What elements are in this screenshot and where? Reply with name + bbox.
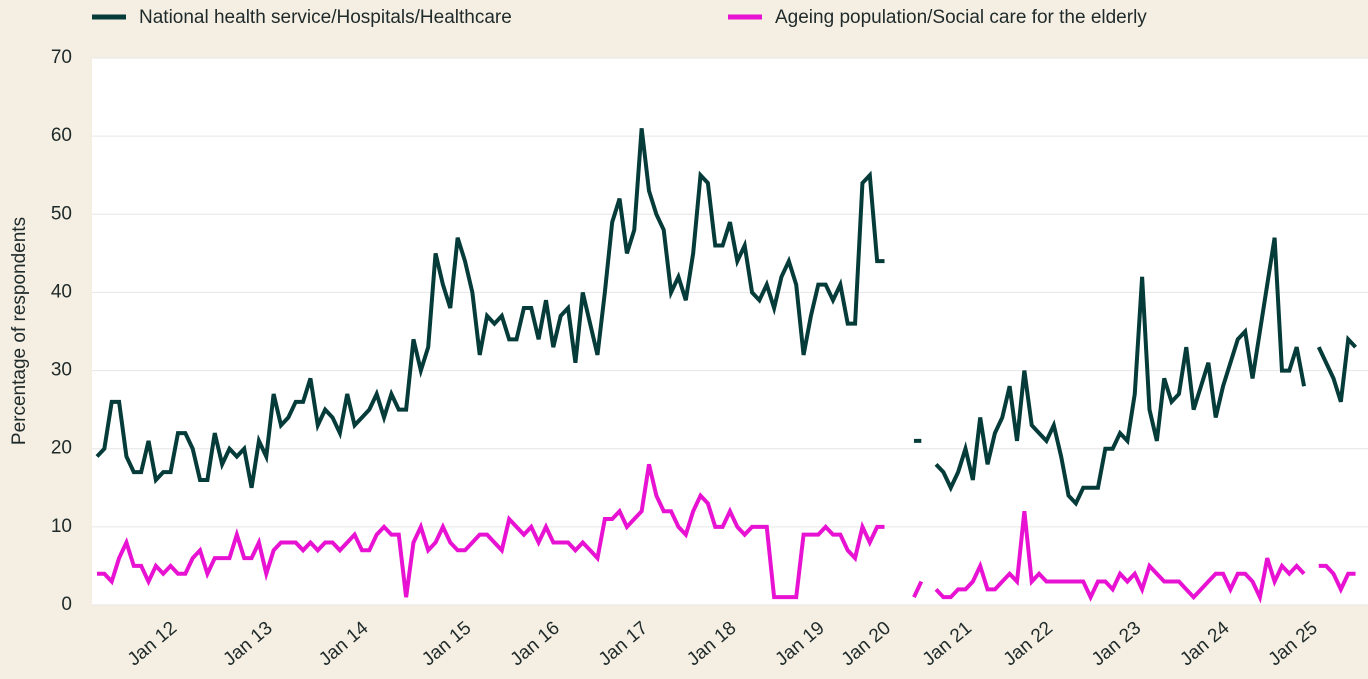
- x-tick-label: Jan 20: [838, 618, 895, 671]
- x-tick-label: Jan 19: [772, 618, 829, 671]
- x-tick-label: Jan 14: [315, 617, 373, 670]
- y-axis-label: Percentage of respondents: [9, 217, 30, 445]
- x-tick-label: Jan 15: [418, 618, 475, 671]
- plot-area: [92, 58, 1368, 605]
- legend-label: Ageing population/Social care for the el…: [775, 7, 1147, 28]
- y-tick-label: 70: [51, 47, 72, 68]
- x-tick-label: Jan 23: [1088, 618, 1145, 671]
- x-tick-label: Jan 13: [220, 618, 277, 671]
- x-tick-label: Jan 24: [1176, 617, 1234, 670]
- y-tick-label: 20: [51, 438, 72, 459]
- x-tick-label: Jan 18: [683, 618, 740, 671]
- y-tick-label: 10: [51, 516, 72, 537]
- x-tick-label: Jan 25: [1265, 618, 1322, 671]
- x-tick-label: Jan 21: [919, 618, 976, 671]
- legend-label: National health service/Hospitals/Health…: [139, 7, 512, 28]
- x-tick-label: Jan 22: [1000, 618, 1057, 671]
- y-tick-label: 60: [51, 125, 72, 146]
- y-tick-label: 0: [61, 594, 72, 615]
- x-tick-label: Jan 17: [595, 618, 652, 671]
- series-line: [97, 463, 1356, 604]
- y-tick-label: 40: [51, 281, 72, 302]
- y-tick-label: 50: [51, 203, 72, 224]
- x-tick-label: Jan 16: [507, 618, 564, 671]
- series-line: [95, 128, 1358, 507]
- x-tick-label: Jan 12: [124, 618, 181, 671]
- y-tick-label: 30: [51, 360, 72, 381]
